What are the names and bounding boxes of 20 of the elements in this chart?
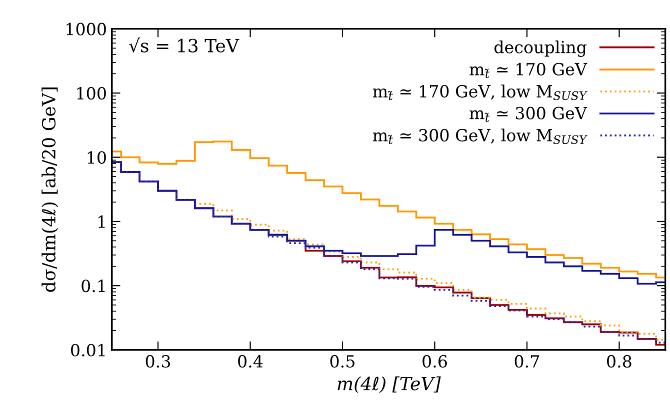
legend-label: m$_{t̃}$ ≃ 300 GeV [470,106,588,122]
x-tick-label: 0.4 [238,355,263,368]
x-axis-title: m(4ℓ) [TeV] [338,376,441,393]
x-tick-label: 0.6 [422,355,447,368]
legend-label: decoupling [494,40,586,57]
x-tick-label: 0.3 [146,355,170,368]
x-tick-label: 0.7 [514,355,540,368]
y-tick-label: 0.1 [82,280,105,292]
legend-label: m$_{t̃}$ ≃ 170 GeV [470,62,588,78]
y-tick-label: 10 [88,151,106,164]
legend-label: m$_{t̃}$ ≃ 300 GeV, low M$_{SUSY}$ [372,128,588,144]
y-axis-title: dσ/dm(4ℓ) [ab/20 GeV] [42,88,58,292]
y-tick-label: 100 [77,87,106,100]
legend-label: m$_{t̃}$ ≃ 170 GeV, low M$_{SUSY}$ [372,84,588,100]
annotation: √s = 13 TeV [129,38,240,53]
x-tick-label: 0.5 [330,355,354,368]
y-tick-label: 1000 [66,22,106,36]
y-tick-label: 0.01 [71,344,105,356]
y-tick-label: 1 [98,215,105,228]
x-tick-label: 0.8 [607,355,632,368]
